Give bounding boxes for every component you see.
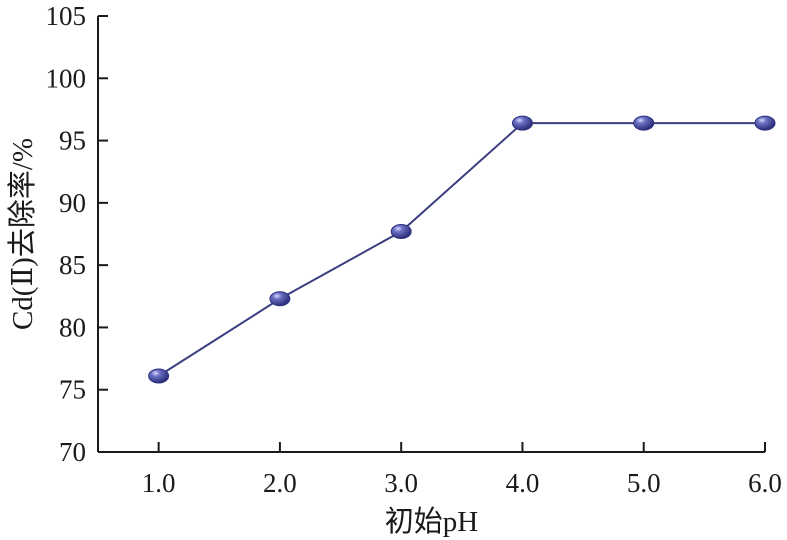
y-tick-label: 75 xyxy=(59,375,86,405)
x-tick-label: 2.0 xyxy=(263,468,297,498)
x-tick-label: 1.0 xyxy=(142,468,176,498)
y-axis-ticks: 70 75 80 85 90 95 100 105 xyxy=(46,1,108,467)
axes xyxy=(97,16,765,453)
data-point xyxy=(269,291,291,307)
data-point xyxy=(148,368,170,384)
x-axis-title: 初始pH xyxy=(385,505,479,538)
y-tick-label: 90 xyxy=(59,188,86,218)
x-tick-label: 5.0 xyxy=(627,468,661,498)
y-tick-label: 85 xyxy=(59,250,86,280)
x-tick-label: 3.0 xyxy=(384,468,418,498)
data-point xyxy=(633,115,655,131)
y-tick-label: 105 xyxy=(46,1,87,31)
y-axis-title: Cd(Ⅱ)去除率/% xyxy=(6,138,39,330)
series-line xyxy=(158,122,765,377)
x-tick-label: 6.0 xyxy=(748,468,782,498)
y-tick-label: 95 xyxy=(59,126,86,156)
data-point xyxy=(754,115,776,131)
x-tick-label: 4.0 xyxy=(506,468,540,498)
y-tick-label: 100 xyxy=(46,63,87,93)
y-tick-label: 70 xyxy=(59,437,86,467)
series-layer xyxy=(148,115,776,384)
data-point xyxy=(390,224,412,240)
x-axis-ticks: 1.0 2.0 3.0 4.0 5.0 6.0 xyxy=(142,442,782,498)
y-tick-label: 80 xyxy=(59,312,86,342)
data-point xyxy=(511,115,533,131)
